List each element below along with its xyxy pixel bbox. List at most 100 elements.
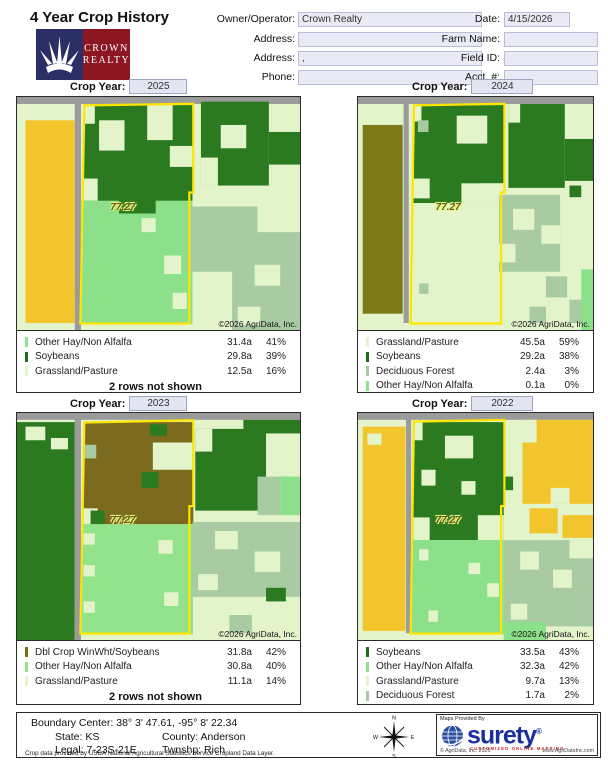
logo-text-realty: Realty: [82, 54, 131, 66]
legend-swatch: [25, 661, 28, 672]
crop-year-value-2022[interactable]: 2022: [471, 396, 534, 411]
legal-label: Legal:: [55, 744, 84, 756]
legend-row: Soybeans 33.5a 43%: [366, 645, 579, 660]
legend-swatch: [25, 676, 28, 687]
legend-acres: 33.5a: [519, 646, 545, 658]
legend-pct: 42%: [265, 646, 286, 658]
legend-swatch: [366, 366, 369, 377]
surety-logo: Maps Provided By surety® CUSTOMIZED ONLI…: [436, 714, 598, 756]
legend-swatch: [366, 661, 369, 672]
twnshp-row: Twnshp: Rich: [162, 744, 225, 756]
crop-map-image: [17, 413, 300, 640]
legend-name: Dbl Crop WinWht/Soybeans: [35, 646, 160, 658]
legend-acres: 30.8a: [226, 661, 252, 673]
legend-acres: 29.2a: [519, 351, 545, 363]
parcel-acreage-label: 77.27: [435, 201, 461, 213]
crop-map-2022: 77.27 ©2026 AgriData, Inc.: [358, 413, 593, 641]
legend-row: Grassland/Pasture 45.5a 59%: [366, 335, 579, 350]
legend-name: Soybeans: [376, 351, 421, 363]
legal-row: Legal: 7-23S-21E: [55, 744, 137, 756]
legend-row: Soybeans 29.2a 38%: [366, 350, 579, 365]
crop-year-label: Crop Year:: [412, 397, 468, 410]
legend-swatch: [366, 676, 369, 687]
crop-panel-2024: 77.27 ©2026 AgriData, Inc. Grassland/Pas…: [357, 96, 594, 393]
crop-year-value-2024[interactable]: 2024: [471, 79, 534, 94]
crop-year-label: Crop Year:: [70, 397, 126, 410]
owner-operator-label: Owner/Operator:: [216, 13, 295, 25]
address1-field[interactable]: [298, 32, 482, 47]
legend-pct: 43%: [558, 646, 579, 658]
phone-label: Phone:: [261, 71, 295, 83]
crop-legend-2024: Grassland/Pasture 45.5a 59% Soybeans 29.…: [358, 331, 593, 393]
crop-legend-2022: Soybeans 33.5a 43% Other Hay/Non Alfalfa…: [358, 641, 593, 703]
legend-row: Soybeans 29.8a 39%: [25, 350, 286, 365]
boundary-center-label: Boundary Center:: [31, 717, 114, 729]
crop-year-value-2023[interactable]: 2023: [129, 396, 188, 411]
county-value: Anderson: [200, 731, 246, 743]
field-id-field[interactable]: [504, 51, 598, 66]
compass-s-label: S: [392, 754, 396, 758]
map-copyright: ©2026 AgriData, Inc.: [218, 319, 297, 329]
phone-field[interactable]: [298, 70, 482, 85]
date-field[interactable]: [504, 12, 570, 27]
legend-acres: 9.7a: [525, 675, 545, 687]
parcel-boundary: [80, 104, 193, 324]
legend-row: Grassland/Pasture 11.1a 14%: [25, 674, 286, 689]
parcel-boundary: [411, 420, 505, 634]
legend-name: Grassland/Pasture: [376, 675, 459, 687]
map-copyright: ©2026 AgriData, Inc.: [218, 629, 297, 639]
legend-pct: 39%: [265, 351, 286, 363]
address2-label: Address:: [253, 52, 295, 64]
crop-year-row-2024: Crop Year: 2024: [412, 79, 534, 94]
crop-map-image: [358, 97, 593, 330]
crop-legend-2025: Other Hay/Non Alfalfa 31.4a 41% Soybeans…: [17, 331, 300, 393]
legend-pct: 3%: [564, 365, 579, 377]
legend-swatch: [366, 690, 369, 701]
legend-swatch: [366, 351, 369, 362]
legend-name: Other Hay/Non Alfalfa: [376, 380, 473, 392]
parcel-boundary: [411, 104, 505, 324]
legend-pct: 42%: [558, 661, 579, 673]
legend-acres: 11.1a: [227, 675, 252, 687]
legend-pct: 13%: [558, 675, 579, 687]
crop-legend-2023: Dbl Crop WinWht/Soybeans 31.8a 42% Other…: [17, 641, 300, 703]
surety-tagline: CUSTOMIZED ONLINE MAPPING: [470, 746, 565, 751]
crop-year-value-2025[interactable]: 2025: [129, 79, 188, 94]
legend-acres: 0.1a: [525, 380, 545, 392]
legend-pct: 38%: [558, 351, 579, 363]
crown-realty-logo: Crown Realty: [36, 29, 130, 80]
state-value: KS: [85, 731, 100, 743]
legal-value: 7-23S-21E: [86, 744, 137, 756]
boundary-center-value: 38° 3' 47.61, -95° 8' 22.34: [116, 717, 238, 729]
address2-field[interactable]: [298, 51, 482, 66]
globe-icon: [440, 725, 465, 747]
crop-panel-2023: 77.27 ©2026 AgriData, Inc. Dbl Crop WinW…: [16, 412, 301, 705]
legend-row: Grassland/Pasture 12.5a 16%: [25, 364, 286, 379]
twnshp-label: Twnshp:: [162, 744, 202, 756]
legend-name: Soybeans: [35, 351, 80, 363]
legend-note: 2 rows not shown: [109, 380, 202, 393]
legend-name: Grassland/Pasture: [35, 675, 118, 687]
legend-row: Dbl Crop WinWht/Soybeans 31.8a 42%: [25, 645, 286, 660]
compass-n-label: N: [392, 716, 396, 722]
map-copyright: ©2026 AgriData, Inc.: [511, 629, 590, 639]
legend-acres: 1.7a: [525, 690, 545, 702]
legend-acres: 45.5a: [519, 336, 545, 348]
legend-swatch: [25, 351, 28, 362]
registered-mark: ®: [536, 727, 542, 736]
legend-swatch: [25, 337, 28, 348]
legend-row: Grassland/Pasture 9.7a 13%: [366, 674, 579, 689]
legend-pct: 41%: [265, 336, 286, 348]
legend-row: Other Hay/Non Alfalfa 0.1a 0%: [366, 379, 579, 394]
parcel-acreage-label: 77.27: [110, 201, 136, 213]
agridata-website[interactable]: www.AgriDataInc.com: [542, 748, 594, 754]
legend-row: Deciduous Forest 1.7a 2%: [366, 689, 579, 704]
owner-operator-field[interactable]: [298, 12, 482, 27]
legend-name: Grassland/Pasture: [35, 365, 118, 377]
crop-year-label: Crop Year:: [412, 80, 468, 93]
legend-pct: 16%: [265, 365, 286, 377]
farm-name-field[interactable]: [504, 32, 598, 47]
legend-pct: 40%: [265, 661, 286, 673]
legend-row: Other Hay/Non Alfalfa 32.3a 42%: [366, 660, 579, 675]
legend-acres: 2.4a: [525, 365, 545, 377]
